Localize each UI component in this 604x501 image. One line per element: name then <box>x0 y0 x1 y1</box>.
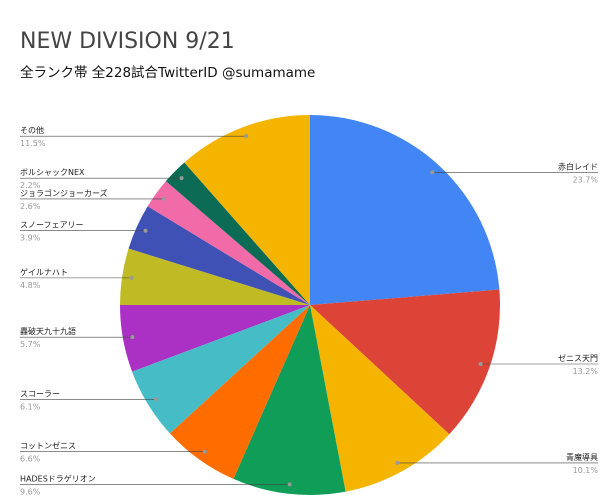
chart-title: NEW DIVISION 9/21 <box>20 29 235 54</box>
slice-percent: 9.6% <box>20 487 41 496</box>
slice-label: コットンゼニス <box>20 441 76 451</box>
slice-label: スコーラー <box>20 389 60 398</box>
slice-label: ボルシャックNEX <box>20 168 85 177</box>
slice-percent: 6.6% <box>20 455 41 464</box>
slice-label: 轟破天九十九語 <box>20 326 76 336</box>
slice-percent: 10.1% <box>573 466 599 475</box>
leader-dot <box>478 362 483 367</box>
slice-percent: 2.2% <box>20 181 41 190</box>
leader-dot <box>161 196 166 201</box>
slice-percent: 2.6% <box>20 202 41 211</box>
slice-label: 青魔導具 <box>566 452 598 462</box>
pie-slice <box>184 115 310 305</box>
leader-dot <box>244 134 249 139</box>
pie-slice <box>310 289 500 435</box>
slice-label: その他 <box>20 125 44 135</box>
leader-dot <box>430 170 435 175</box>
leader-dot <box>287 482 292 487</box>
slice-percent: 6.1% <box>20 402 41 411</box>
pie-slice <box>310 305 450 492</box>
leader-dot <box>154 397 159 402</box>
slice-label: ゲイルナハト <box>20 267 68 277</box>
pie-slice <box>233 305 346 495</box>
leader-dot <box>179 176 184 181</box>
slice-percent: 3.9% <box>20 234 41 243</box>
pie-slice <box>310 115 500 305</box>
leader-dot <box>202 449 207 454</box>
leader-dot <box>395 460 400 465</box>
leader-dot <box>130 335 135 340</box>
chart-subtitle: 全ランク帯 全228試合TwitterID @sumamame <box>20 64 315 81</box>
pie-slice <box>120 248 310 305</box>
pie-slice <box>120 305 310 372</box>
pie-slice <box>132 305 310 434</box>
pie-slice <box>165 162 310 305</box>
slice-label: ジョラゴンジョーカーズ <box>20 188 108 198</box>
slice-label: スノーフェアリー <box>20 221 84 230</box>
leader-dot <box>143 228 148 233</box>
slice-percent: 5.7% <box>20 340 41 349</box>
leader-dot <box>129 275 134 280</box>
pie-slice <box>128 206 310 305</box>
slice-percent: 23.7% <box>573 175 599 184</box>
slice-percent: 4.8% <box>20 281 41 290</box>
pie-slice <box>169 305 310 479</box>
slice-label: ゼニス天門 <box>558 353 598 363</box>
slice-label: 赤白レイド <box>558 161 598 171</box>
pie-slice <box>147 181 310 305</box>
slice-percent: 13.2% <box>573 367 599 376</box>
slice-label: HADESドラゲリオン <box>20 473 96 483</box>
slice-percent: 11.5% <box>20 139 46 148</box>
